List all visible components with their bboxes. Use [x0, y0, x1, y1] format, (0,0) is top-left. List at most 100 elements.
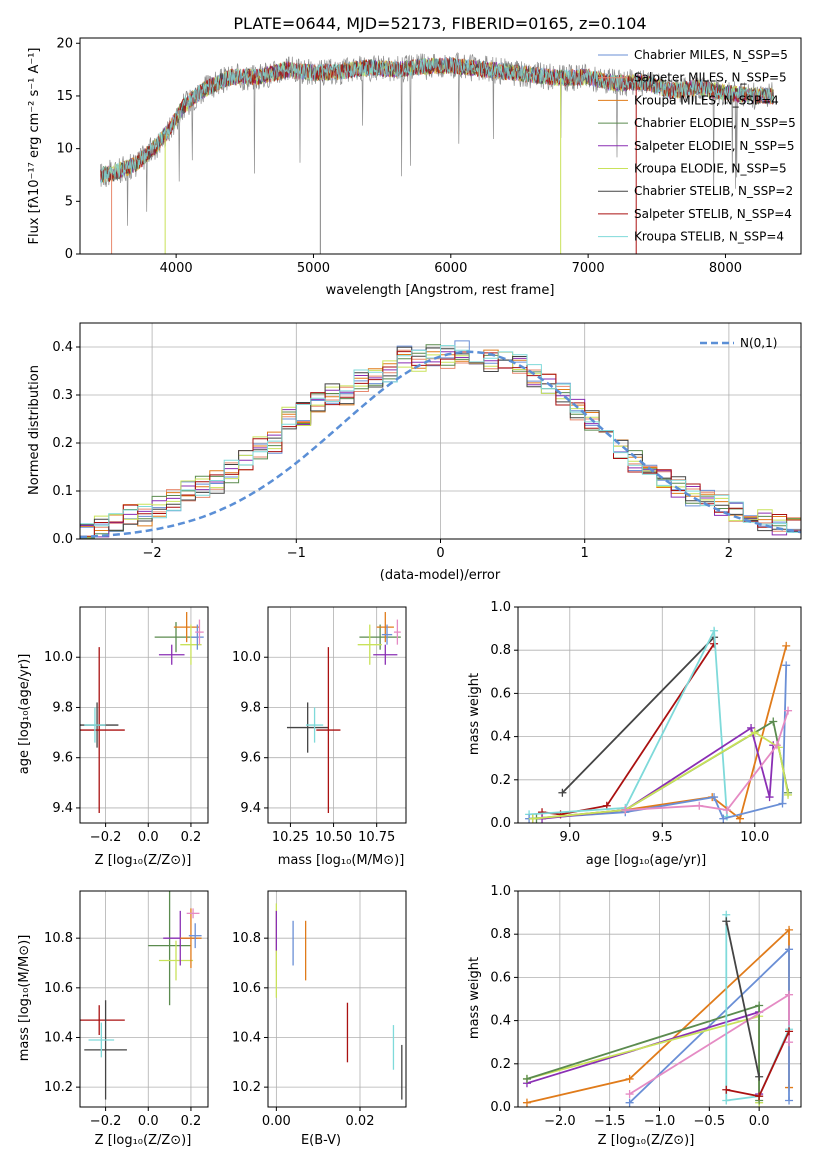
y-tick-label: 0.2: [490, 773, 511, 788]
plus-marker: [723, 806, 732, 815]
y-tick-label: 0.4: [490, 730, 511, 745]
residual-histogram-panel: −2 −1 0 1 2 0.0 0.1 0.2 0.3 0.4 (data-model)/erro…: [27, 322, 802, 583]
mass-weight-age-ylabel: mass weight: [467, 673, 482, 755]
age-vs-z-xlabel: Z [log₁₀(Z/Z⊙)]: [95, 853, 192, 868]
histogram-plot: −2 −1 0 1 2 0.0 0.1 0.2 0.3 0.4: [52, 322, 802, 561]
y-tick-label: 0.8: [490, 643, 511, 658]
y-tick-label: 9.6: [52, 751, 73, 766]
plus-marker: [778, 799, 787, 808]
plus-marker: [710, 626, 719, 635]
legend-label: Salpeter ELODIE, N_SSP=5: [634, 139, 795, 153]
plot-area: [80, 612, 204, 813]
age-vs-mass-xlabel: mass [log₁₀(M/M⊙)]: [278, 853, 405, 868]
x-tick-label: −0.5: [694, 1114, 726, 1129]
x-tick-label: −2: [143, 546, 162, 561]
y-tick-label: 10: [56, 142, 73, 157]
x-tick-label: −2.0: [544, 1114, 576, 1129]
legend-label: Kroupa STELIB, N_SSP=4: [634, 230, 784, 244]
mass-weight-line: [532, 645, 788, 821]
normal-curve: [80, 350, 801, 539]
y-tick-label: 5: [65, 194, 73, 209]
histogram-step-kroupa_stelib: [80, 345, 801, 533]
x-tick-label: −0.2: [90, 1114, 122, 1129]
y-tick-label: 20: [56, 36, 73, 51]
mass-vs-z-xlabel: Z [log₁₀(Z/Z⊙)]: [95, 1133, 192, 1148]
x-tick-label: −0.2: [90, 830, 122, 845]
mass-weight-line: [561, 636, 715, 794]
plus-marker: [782, 641, 791, 650]
plot-area: [100, 51, 774, 254]
y-tick-label: 15: [56, 89, 73, 104]
y-tick-label: 10.4: [232, 1030, 261, 1045]
figure-title: PLATE=0644, MJD=52173, FIBERID=0165, z=0…: [233, 14, 646, 33]
x-tick-label: 0.0: [749, 1114, 770, 1129]
spectrum-panel: PLATE=0644, MJD=52173, FIBERID=0165, z=0…: [27, 14, 802, 298]
spectrum-line-kroupa_stelib: [100, 56, 774, 184]
plus-marker: [695, 801, 704, 810]
y-tick-label: 0.1: [52, 484, 73, 499]
x-tick-label: 10.50: [315, 830, 352, 845]
axes-frame: [79, 890, 209, 1108]
plus-marker: [755, 1001, 764, 1010]
plus-marker: [747, 723, 756, 732]
plus-marker: [558, 788, 567, 797]
plot-area: [80, 891, 202, 1100]
plus-marker: [765, 793, 774, 802]
plot-area: [275, 903, 403, 1100]
x-tick-label: 10.75: [358, 830, 395, 845]
x-tick-label: 0.0: [138, 1114, 159, 1129]
legend-label: Kroupa ELODIE, N_SSP=5: [634, 162, 787, 176]
y-tick-label: 10.2: [44, 1080, 73, 1095]
x-tick-label: 0.00: [262, 1114, 291, 1129]
y-tick-label: 0.6: [490, 686, 511, 701]
plus-marker: [750, 728, 759, 737]
mass-vs-ebv-xlabel: E(B-V): [301, 1133, 341, 1148]
plus-marker: [522, 1098, 531, 1107]
y-tick-label: 1.0: [490, 600, 511, 615]
plus-marker: [722, 917, 731, 926]
spectrum-plot: 4000 5000 6000 7000 8000 0 5 10 15 20: [56, 36, 802, 276]
plus-marker: [735, 814, 744, 823]
spectrum-ylabel: Flux [fλ10⁻¹⁷ erg cm⁻² s⁻¹ A⁻¹]: [27, 48, 42, 245]
plot-area: [522, 910, 794, 1107]
x-tick-label: 10.0: [740, 830, 769, 845]
legend-label: Salpeter STELIB, N_SSP=4: [634, 207, 792, 221]
mass-weight-line: [541, 643, 715, 816]
y-tick-label: 0.4: [490, 1014, 511, 1029]
plus-marker: [785, 990, 794, 999]
plot-area: [286, 612, 401, 813]
x-tick-label: 0.02: [346, 1114, 375, 1129]
plus-marker: [722, 1085, 731, 1094]
y-tick-label: 10.2: [232, 1080, 261, 1095]
histogram-legend: N(0,1): [700, 336, 777, 350]
x-tick-label: 0.2: [181, 1114, 202, 1129]
plus-marker: [785, 1038, 794, 1047]
plus-marker: [785, 1096, 794, 1105]
x-tick-label: 8000: [709, 261, 742, 276]
plus-marker: [528, 814, 537, 823]
mass-weight-vs-z-xlabel: Z [log₁₀(Z/Z⊙)]: [598, 1133, 695, 1148]
legend-label: Salpeter MILES, N_SSP=5: [634, 71, 787, 85]
plus-marker: [785, 1027, 794, 1036]
histogram-step-kroupa_elodie: [80, 351, 801, 538]
spectrum-legend: Chabrier MILES, N_SSP=5 Salpeter MILES, N…: [598, 48, 796, 244]
mass-weight-line: [725, 921, 760, 1077]
plus-marker: [785, 925, 794, 934]
plus-marker: [522, 1074, 531, 1083]
plus-marker: [719, 814, 728, 823]
y-tick-label: 9.8: [240, 700, 261, 715]
legend-normal-label: N(0,1): [740, 336, 777, 350]
y-tick-label: 0.4: [52, 340, 73, 355]
histogram-xlabel: (data-model)/error: [380, 568, 501, 583]
y-tick-label: 0.6: [490, 970, 511, 985]
y-tick-label: 9.8: [52, 700, 73, 715]
plus-marker: [625, 1098, 634, 1107]
x-tick-label: 1: [581, 546, 589, 561]
x-tick-label: 6000: [434, 261, 467, 276]
plot-area: [525, 626, 793, 823]
x-tick-label: 2: [725, 546, 733, 561]
y-tick-label: 10.8: [232, 931, 261, 946]
plus-marker: [755, 1092, 764, 1101]
histogram-step-salpeter_stelib: [80, 351, 801, 537]
y-tick-label: 9.4: [240, 801, 261, 816]
